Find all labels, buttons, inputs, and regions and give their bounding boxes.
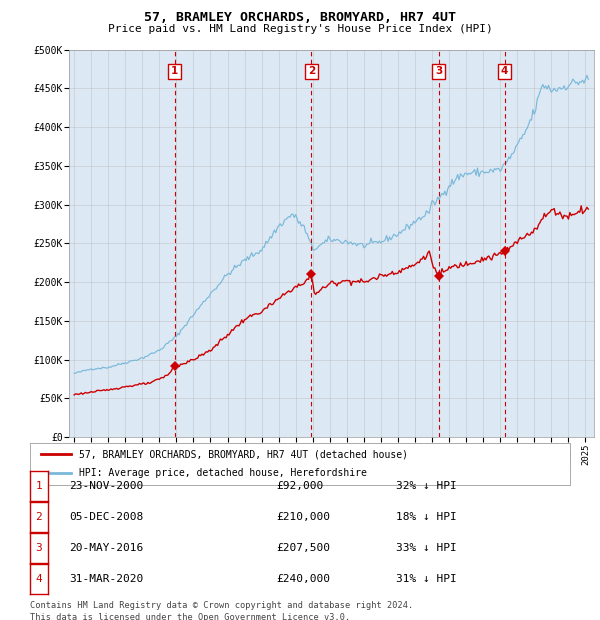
Text: 20-MAY-2016: 20-MAY-2016	[69, 543, 143, 553]
Text: This data is licensed under the Open Government Licence v3.0.: This data is licensed under the Open Gov…	[30, 613, 350, 620]
Text: HPI: Average price, detached house, Herefordshire: HPI: Average price, detached house, Here…	[79, 468, 367, 478]
Text: 3: 3	[435, 66, 442, 76]
Text: 2: 2	[308, 66, 315, 76]
Text: 18% ↓ HPI: 18% ↓ HPI	[396, 512, 457, 522]
Text: £210,000: £210,000	[276, 512, 330, 522]
Text: 2: 2	[35, 512, 43, 522]
Text: £240,000: £240,000	[276, 574, 330, 584]
Text: Contains HM Land Registry data © Crown copyright and database right 2024.: Contains HM Land Registry data © Crown c…	[30, 601, 413, 611]
Text: 05-DEC-2008: 05-DEC-2008	[69, 512, 143, 522]
Text: 33% ↓ HPI: 33% ↓ HPI	[396, 543, 457, 553]
Text: 32% ↓ HPI: 32% ↓ HPI	[396, 481, 457, 491]
Text: 57, BRAMLEY ORCHARDS, BROMYARD, HR7 4UT (detached house): 57, BRAMLEY ORCHARDS, BROMYARD, HR7 4UT …	[79, 450, 407, 459]
Text: 31% ↓ HPI: 31% ↓ HPI	[396, 574, 457, 584]
Text: 3: 3	[35, 543, 43, 553]
Text: £92,000: £92,000	[276, 481, 323, 491]
Text: 57, BRAMLEY ORCHARDS, BROMYARD, HR7 4UT: 57, BRAMLEY ORCHARDS, BROMYARD, HR7 4UT	[144, 11, 456, 24]
Text: £207,500: £207,500	[276, 543, 330, 553]
Text: 31-MAR-2020: 31-MAR-2020	[69, 574, 143, 584]
Text: 4: 4	[501, 66, 508, 76]
Text: 1: 1	[171, 66, 178, 76]
Text: Price paid vs. HM Land Registry's House Price Index (HPI): Price paid vs. HM Land Registry's House …	[107, 24, 493, 33]
Text: 1: 1	[35, 481, 43, 491]
Text: 4: 4	[35, 574, 43, 584]
Text: 23-NOV-2000: 23-NOV-2000	[69, 481, 143, 491]
